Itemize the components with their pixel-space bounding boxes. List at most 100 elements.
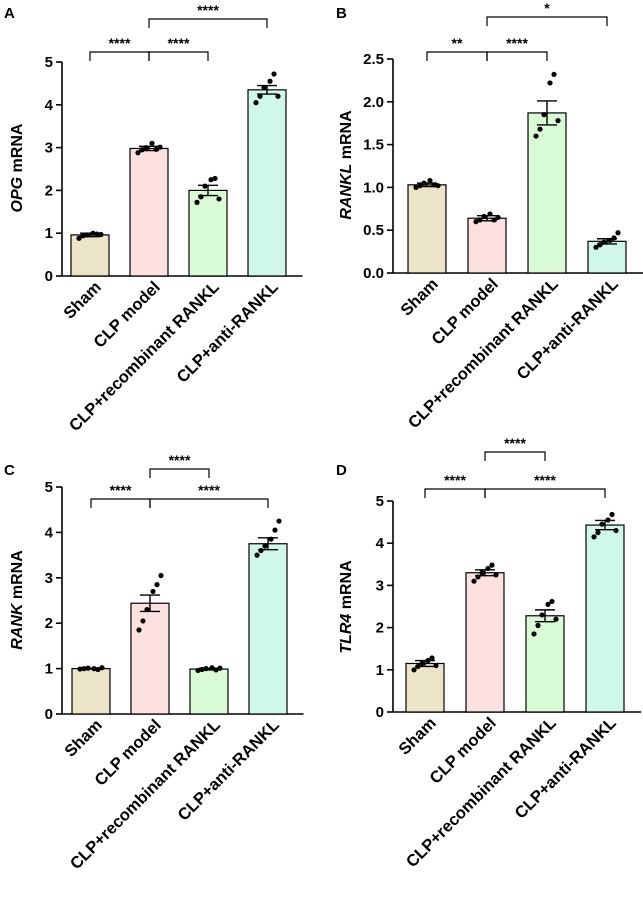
data-point	[217, 665, 223, 671]
data-point	[415, 663, 421, 670]
bar	[71, 667, 111, 715]
significance-bracket	[486, 16, 608, 26]
data-point	[553, 616, 559, 622]
data-point	[261, 85, 267, 91]
data-point	[99, 665, 105, 671]
y-axis-label: TLR4 mRNA	[338, 560, 355, 654]
data-point	[203, 666, 209, 672]
y-tick-label: 3	[45, 140, 53, 157]
data-point	[80, 233, 86, 239]
data-point	[489, 562, 495, 568]
data-point	[419, 660, 425, 667]
y-axis-label-gene: TLR4	[338, 614, 355, 654]
data-point	[555, 118, 561, 124]
y-axis-label: OPG mRNA	[9, 123, 26, 212]
data-point	[135, 150, 141, 156]
data-point	[471, 578, 477, 584]
data-point	[91, 666, 97, 672]
data-point	[547, 80, 553, 86]
significance-bracket	[484, 488, 606, 498]
y-tick-label: 4	[376, 535, 385, 552]
data-point	[271, 71, 277, 77]
significance-label: ****	[110, 482, 132, 498]
y-tick-label: 5	[45, 479, 53, 496]
y-tick-label: 2.0	[363, 94, 384, 111]
data-point	[158, 572, 164, 579]
bar	[527, 112, 567, 274]
data-point	[611, 235, 617, 241]
significance-label: *	[544, 0, 550, 16]
category-label: Sham	[395, 714, 440, 759]
data-point	[195, 667, 201, 674]
y-tick-label: 1	[45, 661, 53, 678]
data-point	[421, 180, 427, 186]
panel-letter: B	[336, 5, 347, 22]
y-tick-label: 5	[45, 54, 53, 71]
data-point	[599, 521, 605, 527]
y-axis-label-unit: mRNA	[338, 560, 355, 614]
data-point	[413, 184, 419, 190]
data-point	[535, 622, 541, 629]
category-label: CLP+anti-RANKL	[511, 714, 619, 822]
data-point	[143, 145, 149, 151]
data-point	[551, 71, 557, 78]
data-point	[531, 631, 537, 637]
data-point	[545, 601, 551, 607]
bar	[525, 615, 565, 713]
data-point	[253, 100, 259, 106]
data-point	[431, 182, 437, 188]
data-point	[84, 232, 90, 238]
data-point	[212, 175, 218, 182]
significance-label: ****	[198, 482, 220, 498]
y-axis-label: RANK mRNA	[9, 550, 26, 650]
data-point	[601, 239, 607, 245]
data-point	[539, 612, 545, 618]
data-point	[213, 667, 219, 673]
bar	[248, 543, 288, 715]
bar	[407, 184, 447, 274]
y-tick-label: 1	[376, 662, 384, 679]
bar	[247, 89, 287, 277]
data-point	[491, 217, 497, 223]
significance-bracket	[426, 51, 488, 61]
significance-label: ****	[534, 472, 556, 488]
y-axis-label: RANKL mRNA	[338, 110, 355, 220]
y-tick-label: 2.5	[363, 51, 384, 68]
bar	[189, 668, 229, 715]
data-point	[595, 530, 601, 536]
y-tick-label: 2	[45, 182, 53, 199]
data-point	[597, 242, 603, 248]
category-label: CLP+anti-RANKL	[173, 278, 281, 386]
data-point	[136, 627, 142, 633]
data-point	[149, 140, 155, 146]
y-tick-label: 0	[45, 268, 53, 285]
y-tick-label: 1	[45, 225, 53, 242]
significance-bracket	[484, 451, 546, 461]
data-point	[153, 146, 159, 152]
data-point	[267, 78, 273, 84]
y-axis-label-gene: OPG	[9, 177, 26, 213]
y-tick-label: 0	[376, 704, 384, 721]
data-point	[85, 665, 91, 671]
data-point	[533, 133, 539, 139]
significance-label: ****	[444, 472, 466, 488]
data-point	[427, 177, 433, 184]
data-point	[76, 235, 82, 241]
y-axis-label-unit: mRNA	[338, 110, 355, 164]
data-point	[435, 183, 441, 189]
data-point	[194, 199, 200, 205]
data-point	[549, 598, 555, 605]
data-point	[615, 230, 621, 236]
y-tick-label: 3	[45, 570, 53, 587]
y-tick-label: 0	[45, 706, 53, 723]
data-point	[541, 112, 547, 118]
data-point	[276, 518, 282, 524]
significance-label: ****	[504, 435, 526, 451]
panel-letter: A	[4, 5, 15, 22]
data-point	[77, 666, 83, 672]
data-point	[275, 93, 281, 99]
data-point	[429, 655, 435, 661]
